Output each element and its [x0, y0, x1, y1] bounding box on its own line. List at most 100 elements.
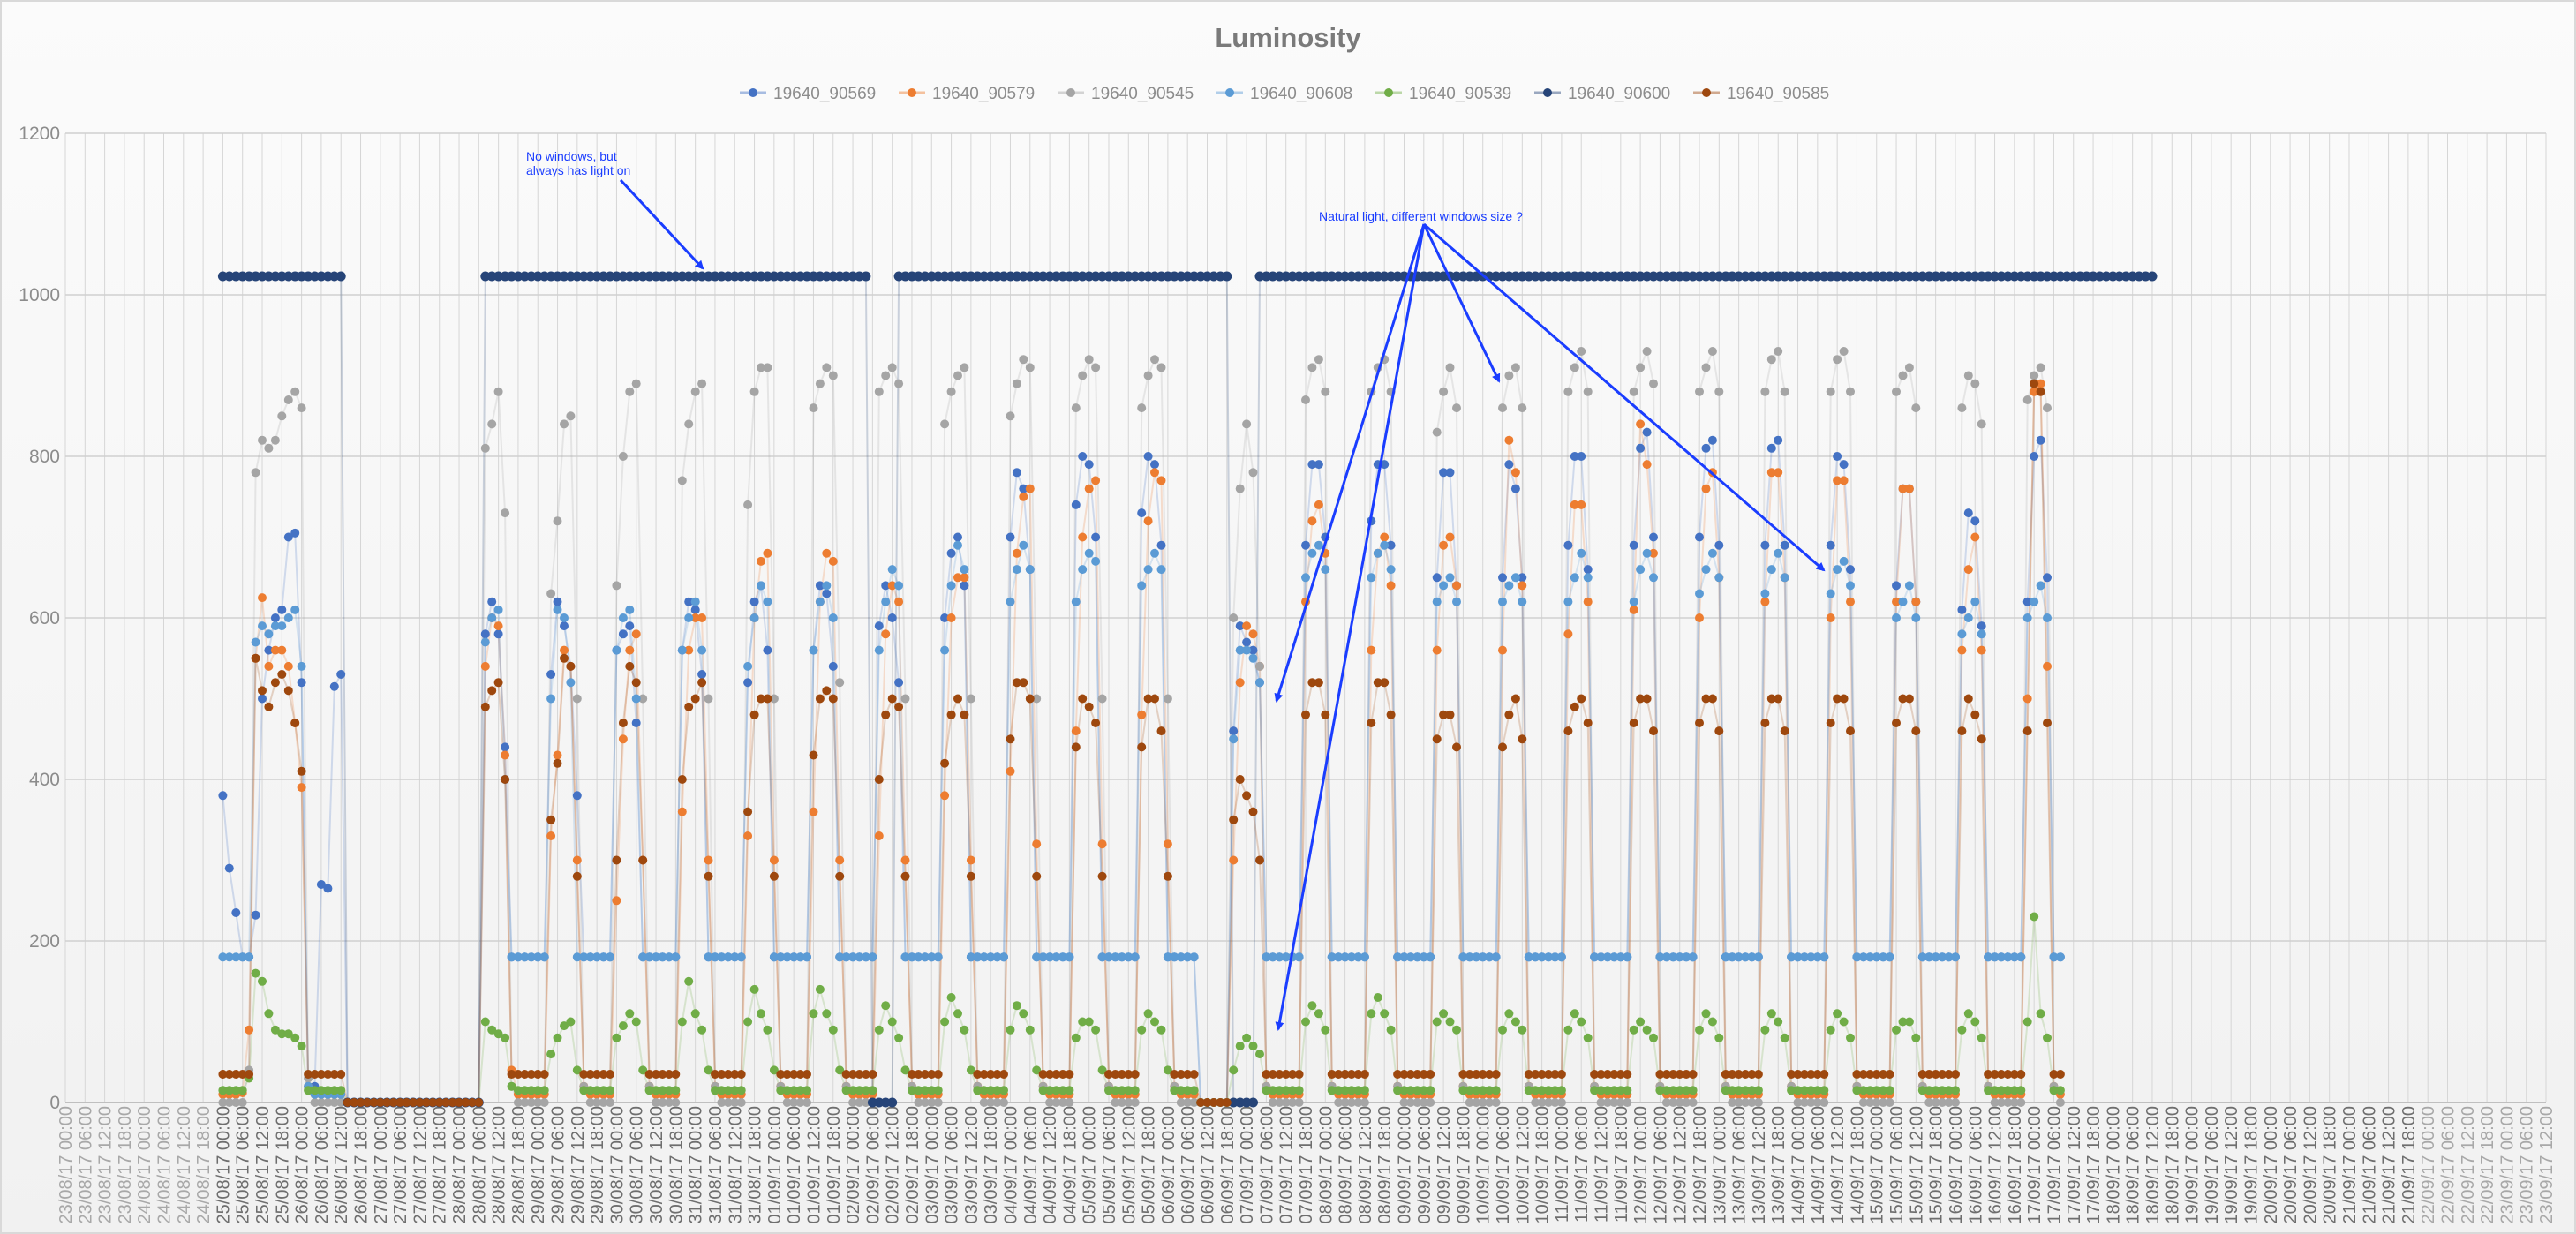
data-point [1583, 719, 1593, 727]
data-point [1025, 565, 1035, 575]
data-point [513, 1098, 523, 1107]
data-point [1255, 1050, 1264, 1059]
data-point [1156, 726, 1166, 736]
data-point [1281, 1098, 1291, 1107]
data-point [815, 984, 825, 994]
data-point [1938, 1098, 1947, 1107]
data-point [1498, 403, 1507, 413]
data-point [1058, 1070, 1067, 1079]
data-point [1445, 710, 1455, 719]
horizontal-gridlines [65, 132, 2546, 1103]
data-point [231, 908, 241, 917]
data-point [1524, 952, 1533, 962]
data-point [1963, 508, 1973, 518]
data-point [743, 1017, 753, 1027]
data-point [1393, 952, 1403, 962]
data-point [1281, 1086, 1291, 1095]
data-point [1405, 1098, 1415, 1107]
data-point [1071, 500, 1081, 509]
data-point [428, 1098, 438, 1107]
data-point [395, 1098, 405, 1107]
data-point [546, 670, 556, 679]
data-point [992, 1086, 1002, 1095]
data-point [1623, 1070, 1632, 1079]
data-point [1537, 1098, 1547, 1107]
data-point [1367, 573, 1376, 583]
data-point [441, 1098, 451, 1107]
data-point [1163, 871, 1172, 881]
data-point [782, 1098, 792, 1107]
data-point [335, 271, 346, 282]
data-point [1097, 871, 1107, 881]
data-point [1963, 371, 1973, 380]
x-tick-label: 12/09/17 18:00 [1691, 1106, 1710, 1223]
data-point [1531, 1086, 1540, 1095]
data-point [1137, 710, 1147, 719]
data-point [769, 871, 779, 881]
annotation-arrow [1275, 223, 1426, 1031]
data-point [1668, 1070, 1678, 1079]
x-tick-label: 03/09/17 12:00 [962, 1106, 982, 1223]
data-point [1432, 573, 1442, 583]
data-point [480, 1017, 490, 1027]
data-point [1858, 952, 1868, 962]
data-point [1984, 1070, 1993, 1079]
data-point [1452, 742, 1461, 752]
data-point [1078, 452, 1088, 461]
data-point [1780, 573, 1789, 583]
data-point [1695, 387, 1704, 396]
data-point [1294, 952, 1304, 962]
data-point [1419, 1086, 1428, 1095]
data-point [546, 589, 556, 598]
data-point [1419, 1070, 1428, 1079]
data-point [1872, 952, 1881, 962]
data-point [887, 1097, 898, 1108]
data-point [1478, 1070, 1488, 1079]
x-tick-label: 21/09/17 00:00 [2340, 1106, 2360, 1223]
data-point [2043, 613, 2052, 622]
data-point [1544, 1098, 1554, 1107]
x-tick-label: 24/08/17 00:00 [135, 1106, 154, 1223]
data-point [1058, 952, 1067, 962]
data-point [1760, 387, 1770, 396]
data-point [763, 1025, 772, 1035]
data-point [526, 1098, 536, 1107]
data-point [2043, 403, 2052, 413]
data-point [1078, 694, 1088, 704]
data-point [1636, 565, 1646, 575]
data-point [868, 952, 877, 962]
data-point [1990, 1086, 2000, 1095]
data-point [1550, 1070, 1560, 1079]
data-point [1156, 540, 1166, 550]
data-point [782, 952, 792, 962]
data-point [1780, 726, 1789, 736]
data-point [1800, 952, 1809, 962]
data-point [1032, 694, 1042, 704]
data-point [1963, 694, 1973, 704]
x-tick-label: 09/09/17 12:00 [1435, 1106, 1454, 1223]
data-point [487, 1025, 497, 1035]
data-point [1970, 516, 1980, 526]
data-point [1458, 1070, 1468, 1079]
data-point [1583, 565, 1593, 575]
data-point [2036, 379, 2045, 388]
data-point [1760, 719, 1770, 727]
chart-title: Luminosity [1215, 22, 1361, 53]
data-point [861, 1070, 870, 1079]
data-point [1439, 1009, 1449, 1019]
data-point [1682, 1086, 1691, 1095]
data-point [1806, 1070, 1816, 1079]
data-point [1590, 1070, 1600, 1079]
data-point [1426, 1086, 1435, 1095]
data-point [1780, 1033, 1789, 1042]
legend-marker [908, 88, 916, 97]
data-point [1774, 548, 1783, 558]
data-point [1229, 1065, 1239, 1075]
x-tick-label: 06/09/17 00:00 [1159, 1106, 1179, 1223]
data-point [323, 884, 333, 893]
legend-marker [749, 88, 757, 97]
data-point [546, 831, 556, 840]
data-point [1340, 1086, 1350, 1095]
data-point [1084, 548, 1094, 558]
